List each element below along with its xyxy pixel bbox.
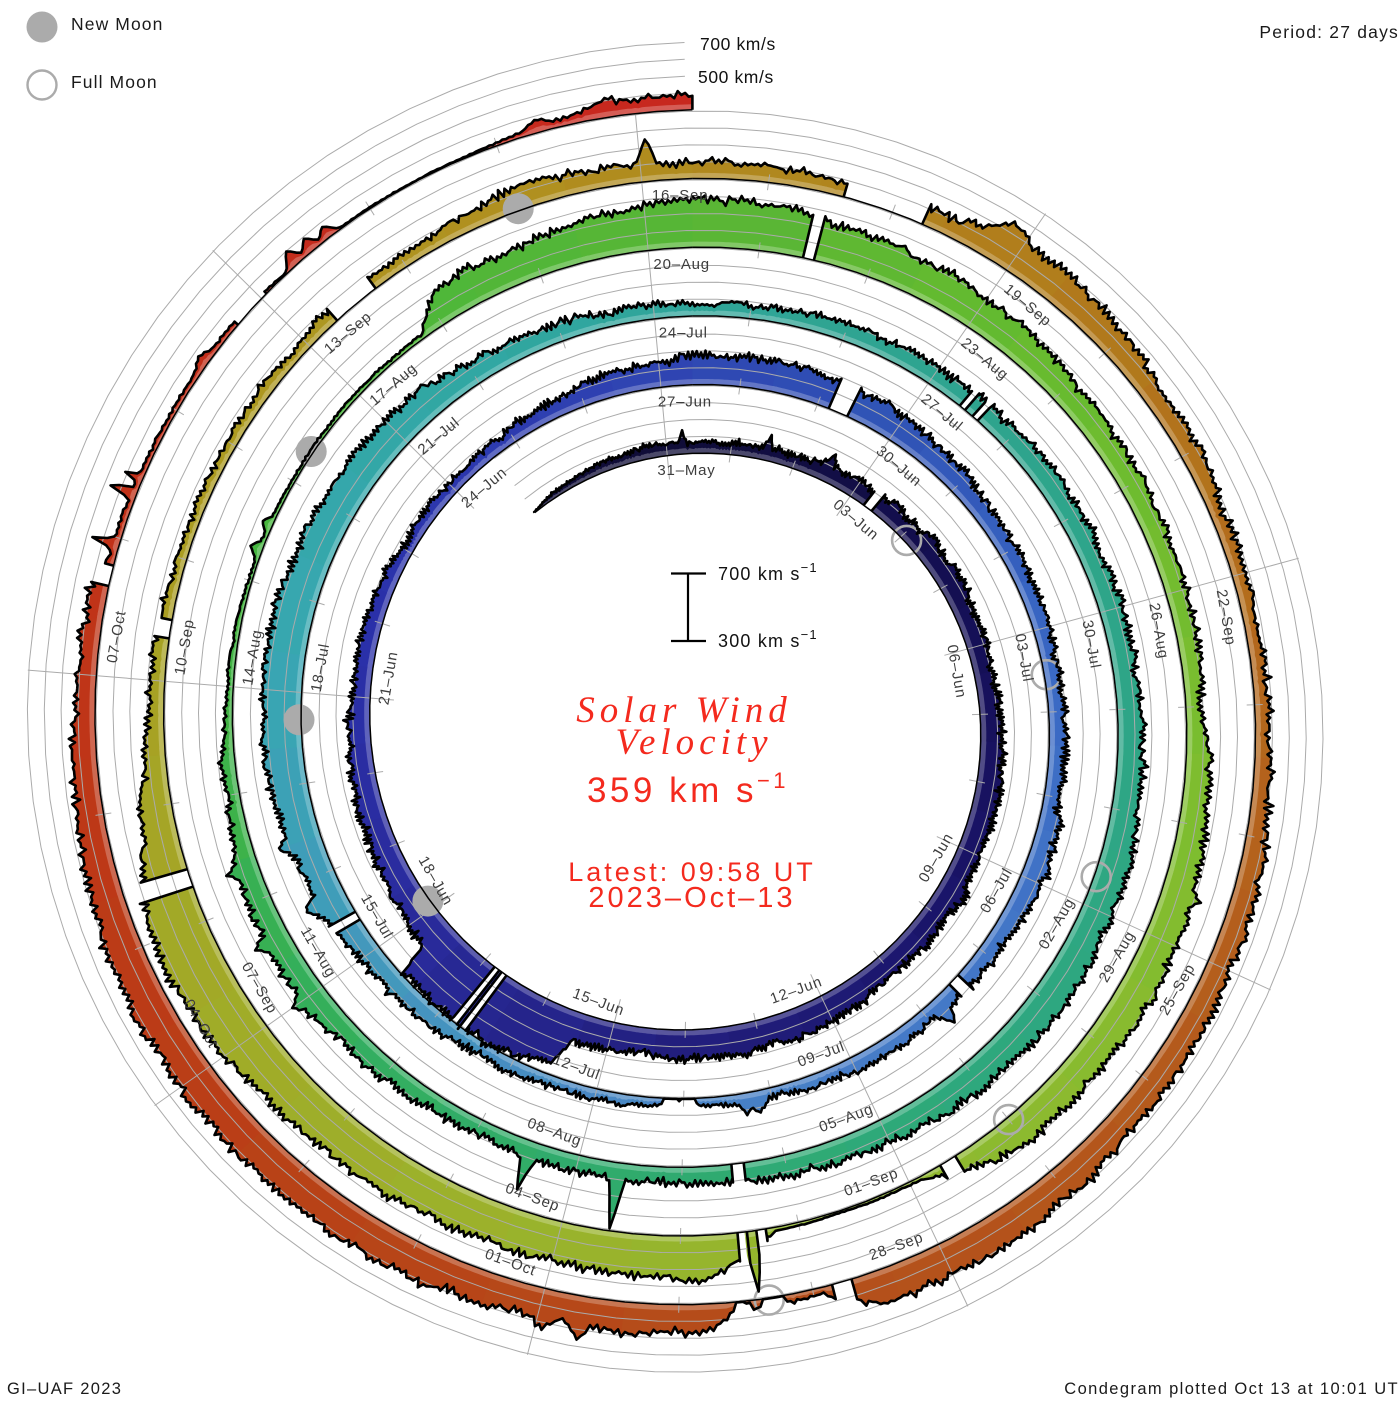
svg-text:2023–Oct–13: 2023–Oct–13 [588,882,795,914]
svg-text:20–Aug: 20–Aug [653,256,710,273]
svg-text:New Moon: New Moon [71,14,163,34]
svg-text:GI–UAF 2023: GI–UAF 2023 [7,1380,122,1398]
svg-text:Full Moon: Full Moon [71,72,158,92]
svg-text:Period: 27 days: Period: 27 days [1259,22,1399,42]
svg-text:31–May: 31–May [657,462,715,479]
svg-text:Condegram plotted Oct 13 at 10: Condegram plotted Oct 13 at 10:01 UT [1064,1380,1399,1398]
svg-text:500 km/s: 500 km/s [698,67,774,87]
svg-text:Velocity: Velocity [615,722,772,763]
svg-text:27–Jun: 27–Jun [658,393,712,410]
svg-text:16–Sep: 16–Sep [652,187,709,204]
svg-text:700 km/s: 700 km/s [700,34,776,54]
svg-text:24–Jul: 24–Jul [659,325,708,342]
